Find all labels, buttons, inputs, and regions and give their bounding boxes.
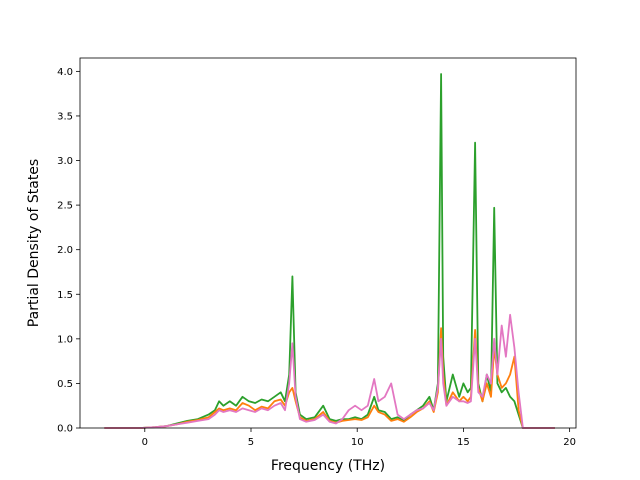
y-tick-label: 0.5: [57, 379, 73, 390]
y-tick-label: 0.0: [57, 424, 73, 435]
x-tick-label: 0: [142, 437, 148, 448]
y-axis-label: Partial Density of States: [26, 159, 42, 327]
series-line-2: [104, 313, 555, 429]
y-tick-label: 3.5: [57, 111, 73, 122]
x-tick-label: 20: [563, 437, 576, 448]
series-layer: [104, 73, 555, 429]
y-tick-label: 1.0: [57, 334, 73, 345]
x-tick-label: 5: [248, 437, 254, 448]
y-tick-label: 4.0: [57, 67, 73, 78]
y-tick-label: 2.0: [57, 245, 73, 256]
series-line-1: [104, 327, 555, 429]
x-tick-label: 10: [351, 437, 364, 448]
x-axis-ticks: 0 5 10 15 20: [142, 428, 576, 448]
y-tick-label: 2.5: [57, 201, 73, 212]
y-tick-label: 3.0: [57, 156, 73, 167]
x-tick-label: 15: [457, 437, 470, 448]
y-tick-label: 1.5: [57, 290, 73, 301]
plot-area: [79, 57, 577, 429]
x-axis-label: Frequency (THz): [271, 458, 385, 474]
axes-frame: [79, 57, 577, 429]
y-axis-ticks: 0.0 0.5 1.0 1.5 2.0 2.5 3.0 3.5 4.0: [57, 67, 80, 435]
